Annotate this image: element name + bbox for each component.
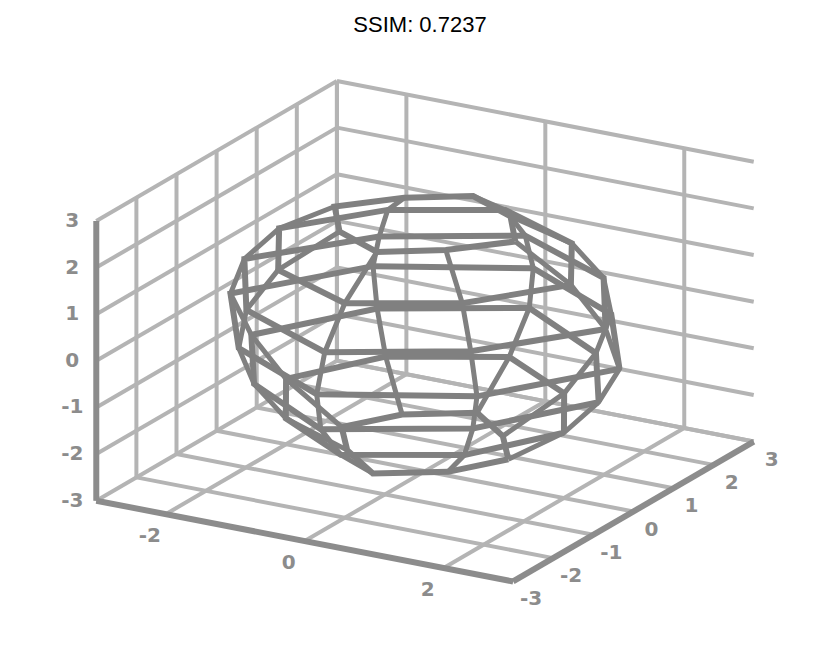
- svg-text:3: 3: [65, 208, 79, 232]
- svg-text:-1: -1: [61, 394, 83, 418]
- svg-text:2: 2: [65, 255, 79, 279]
- svg-text:-3: -3: [520, 586, 542, 610]
- svg-text:0: 0: [282, 550, 296, 574]
- svg-text:-2: -2: [139, 523, 161, 547]
- svg-text:2: 2: [725, 470, 739, 494]
- svg-text:-2: -2: [61, 441, 83, 465]
- svg-text:2: 2: [421, 577, 435, 601]
- html-text:SSIM: 0.7237: SSIM: 0.7237: [353, 12, 487, 37]
- svg-text:-2: -2: [560, 563, 582, 587]
- svg-text:3: 3: [765, 447, 779, 471]
- svg-text:0: 0: [644, 517, 658, 541]
- svg-text:0: 0: [65, 348, 79, 372]
- svg-text:-3: -3: [61, 488, 83, 512]
- svg-text:-1: -1: [600, 540, 622, 564]
- svg-text:1: 1: [65, 301, 79, 325]
- svg-text:1: 1: [685, 493, 699, 517]
